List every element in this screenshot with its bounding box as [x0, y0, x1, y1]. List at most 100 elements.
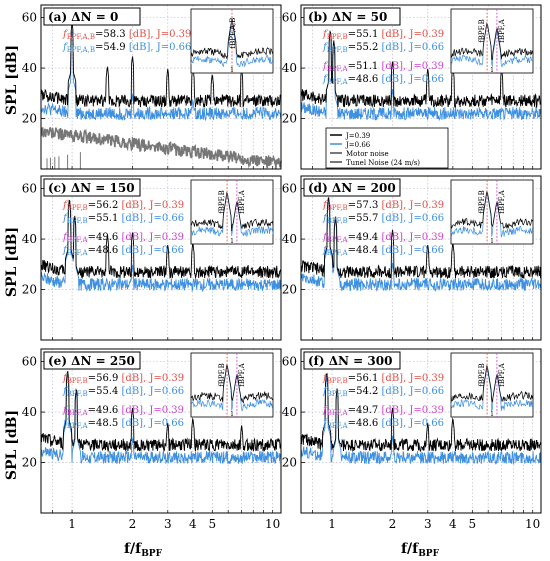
inset-tick-label: 1 [230, 411, 234, 418]
annotation-rest: [dB], J=0.66 [381, 74, 444, 85]
annotation-value: =55.7 [348, 213, 382, 224]
annotation-symbol: f [322, 213, 329, 224]
annotation-rest: [dB], J=0.66 [381, 245, 444, 256]
annotation-2: fBPF,B=54.2 [dB], J=0.66 [322, 386, 444, 398]
panel-frame [300, 348, 542, 514]
annotation-value: =56.2 [88, 200, 122, 211]
panel-frame [40, 348, 282, 514]
annotation-subscript: BPF,B [327, 377, 348, 385]
annotation-rest: [dB], J=0.66 [382, 213, 445, 224]
annotation-symbol: f [62, 29, 69, 40]
annotation-subscript: BPF,B [327, 217, 348, 225]
xtick-label: 4 [189, 517, 197, 531]
annotation-subscript: BPF,A [327, 236, 349, 244]
annotation-symbol: f [322, 418, 329, 429]
inset-b: 1 fBPF,B fBPF,A [450, 8, 534, 74]
annotation-rest: [dB], J=0.39 [381, 232, 444, 243]
annotation-symbol: f [322, 200, 329, 211]
inset-tick-label: 1 [490, 67, 494, 74]
legend-label: J=0.39 [345, 132, 370, 140]
xtick-label: 10 [525, 517, 540, 531]
panel-title: (e) ΔN = 250 [48, 354, 135, 368]
ytick-label: 40 [282, 405, 297, 419]
annotation-1: fBPF,B=55.1 [dB], J=0.39 [322, 29, 444, 41]
annotation-rest: [dB], J=0.66 [121, 245, 184, 256]
annotation-subscript: BPF,B [327, 33, 348, 41]
ytick-label: 40 [282, 61, 297, 75]
annotation-value: =49.6 [88, 232, 122, 243]
annotation-subscript: BPF,A [67, 409, 89, 417]
inset-series [190, 193, 274, 237]
annotation-symbol: f [62, 213, 69, 224]
inset-label-bpf-a: fBPF,A [238, 362, 246, 386]
annotation-value: =48.5 [88, 418, 122, 429]
annotation-subscript: BPF,A [327, 65, 349, 73]
annotation-symbol: f [62, 418, 69, 429]
annotation-symbol: f [322, 373, 329, 384]
inset-series [190, 365, 274, 412]
panel-frame [300, 175, 542, 341]
inset-frame [190, 352, 274, 418]
ytick-label: 60 [22, 182, 37, 196]
annotation-value: =49.4 [348, 232, 382, 243]
inset-c: 1 fBPF,B fBPF,A [190, 179, 274, 245]
inset-tick-label: 1 [490, 238, 494, 245]
series-j066 [300, 201, 542, 292]
annotation-rest: [dB], J=0.39 [382, 200, 445, 211]
annotation-value: =55.4 [88, 386, 122, 397]
annotation-2: fBPF,B=55.7 [dB], J=0.66 [322, 213, 444, 225]
annotation-symbol: f [322, 405, 329, 416]
annotation-subscript: BPF,A,B [67, 33, 95, 41]
annotation-4: fBPF,A=48.5 [dB], J=0.66 [62, 418, 184, 430]
annotation-3: fBPF,A=49.4 [dB], J=0.39 [322, 232, 444, 244]
inset-series [190, 363, 274, 404]
annotation-value: =48.6 [348, 418, 382, 429]
ytick-label: 20 [282, 456, 297, 470]
annotation-3: fBPF,A=49.7 [dB], J=0.39 [322, 405, 444, 417]
xtick-label: 1 [68, 517, 76, 531]
ytick-label: 60 [22, 11, 37, 25]
xtick-label: 2 [389, 517, 397, 531]
series-j066 [300, 377, 542, 466]
annotation-value: =55.1 [348, 29, 382, 40]
annotation-symbol: f [62, 386, 69, 397]
annotation-4: fBPF,A=48.6 [dB], J=0.66 [322, 418, 444, 430]
annotation-subscript: BPF,A [67, 236, 89, 244]
annotation-subscript: BPF,B [327, 46, 348, 54]
xtick-label: 4 [449, 517, 457, 531]
inset-label-bpf-a: fBPF,A [498, 189, 506, 213]
annotation-symbol: f [62, 245, 69, 256]
series-motor-noise [40, 127, 282, 170]
annotation-4: fBPF,A=48.6 [dB], J=0.66 [322, 74, 444, 86]
panel-title: (d) ΔN = 200 [308, 181, 396, 195]
inset-f: 1 fBPF,B fBPF,A [450, 352, 534, 418]
annotation-rest: [dB], J=0.66 [122, 386, 185, 397]
annotation-1: fBPF,A,B=58.3 [dB], J=0.39 [62, 29, 191, 41]
ytick-label: 20 [282, 112, 297, 126]
panel-title: (a) ΔN = 0 [48, 10, 118, 24]
xtick-label: 10 [265, 517, 280, 531]
legend-label: Tunel Noise (24 m/s) [346, 159, 420, 167]
annotation-rest: [dB], J=0.66 [382, 42, 445, 53]
annotation-value: =51.1 [348, 61, 382, 72]
annotation-2: fBPF,B=55.2 [dB], J=0.66 [322, 42, 444, 54]
annotation-1: fBPF,B=56.1 [dB], J=0.39 [322, 373, 444, 385]
annotation-value: =58.3 [95, 29, 129, 40]
annotation-subscript: BPF,A [327, 409, 349, 417]
annotation-rest: [dB], J=0.39 [122, 373, 185, 384]
series-j039 [40, 370, 282, 453]
annotation-rest: [dB], J=0.66 [121, 418, 184, 429]
inset-tick-label: 1 [490, 411, 494, 418]
annotation-rest: [dB], J=0.39 [121, 405, 184, 416]
annotation-rest: [dB], J=0.66 [129, 42, 192, 53]
annotation-value: =54.2 [348, 386, 382, 397]
inset-label-bpf-ab: fBPF,A,B [229, 18, 237, 49]
inset-series [450, 22, 534, 60]
series-j039 [300, 197, 542, 280]
annotation-symbol: f [322, 386, 329, 397]
ytick-label: 60 [282, 182, 297, 196]
ytick-label: 20 [22, 112, 37, 126]
annotation-subscript: BPF,B [67, 390, 88, 398]
annotation-1: fBPF,B=57.3 [dB], J=0.39 [322, 200, 444, 212]
